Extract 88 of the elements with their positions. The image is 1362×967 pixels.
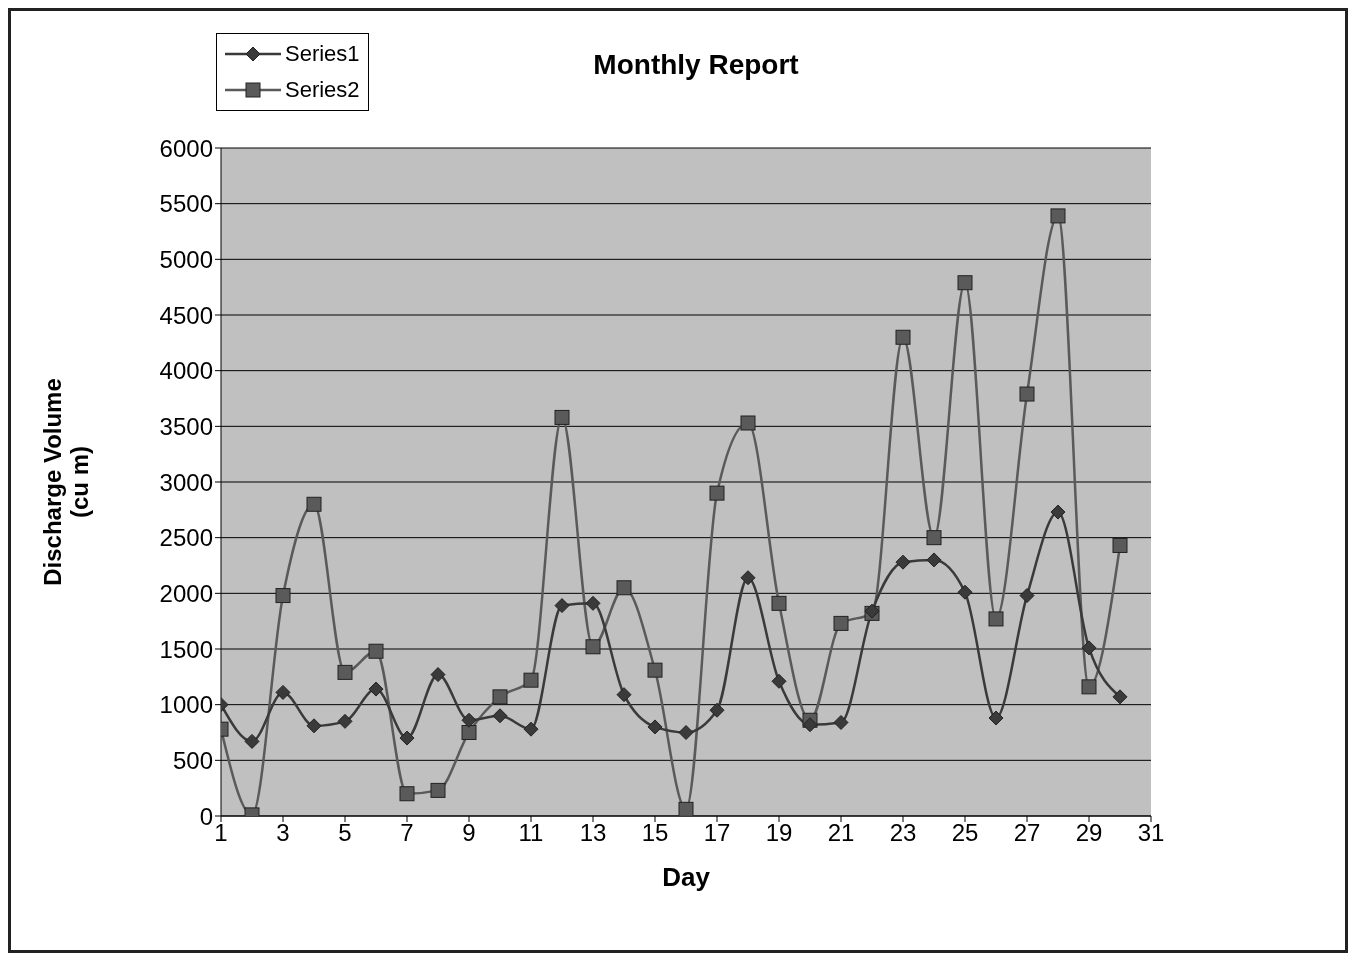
point [740, 570, 756, 586]
y-tick-label: 4000 [159, 357, 213, 385]
point [709, 485, 725, 501]
point [1019, 588, 1035, 604]
x-tick-label: 21 [827, 819, 855, 847]
x-tick-label: 27 [1013, 819, 1041, 847]
chart-title: Monthly Report [593, 49, 799, 80]
point [244, 733, 260, 749]
point [275, 588, 291, 604]
y-tick-label: 3000 [159, 468, 213, 496]
point [461, 712, 477, 728]
y-tick-label: 5000 [159, 245, 213, 273]
point [926, 552, 942, 568]
y-tick-label: 5500 [159, 190, 213, 218]
y-tick-label: 0 [199, 802, 213, 830]
x-tick-label: 19 [765, 819, 793, 847]
point [523, 721, 539, 737]
x-tick-label: 9 [462, 819, 476, 847]
point [926, 530, 942, 546]
point [1050, 208, 1066, 224]
point [585, 595, 601, 611]
point [647, 662, 663, 678]
point [1112, 537, 1128, 553]
point [399, 786, 415, 802]
point [1081, 679, 1097, 695]
point [430, 667, 446, 683]
x-tick-label: 29 [1075, 819, 1103, 847]
point [492, 689, 508, 705]
point [957, 275, 973, 291]
y-axis-title: Discharge Volume (cu m) [39, 378, 93, 586]
y-tick-label: 1500 [159, 635, 213, 663]
x-tick-label: 25 [951, 819, 979, 847]
point [647, 719, 663, 735]
point [368, 681, 384, 697]
point [492, 708, 508, 724]
point [337, 664, 353, 680]
x-tick-label: 3 [276, 819, 290, 847]
point [554, 409, 570, 425]
point [1112, 689, 1128, 705]
point [833, 615, 849, 631]
point [368, 643, 384, 659]
y-tick-label: 6000 [159, 134, 213, 162]
point [306, 496, 322, 512]
x-tick-label: 1 [214, 819, 228, 847]
point [430, 782, 446, 798]
point [988, 611, 1004, 627]
point [306, 718, 322, 734]
x-tick-label: 7 [400, 819, 414, 847]
point [802, 717, 818, 733]
point [616, 687, 632, 703]
point [1081, 640, 1097, 656]
legend-label: Series1 [285, 41, 360, 67]
point [616, 580, 632, 596]
point [399, 730, 415, 746]
x-axis-title: Day [662, 862, 711, 892]
point [554, 598, 570, 614]
point [895, 329, 911, 345]
x-tick-label: 13 [579, 819, 607, 847]
point [895, 554, 911, 570]
y-tick-label: 2000 [159, 579, 213, 607]
point [585, 639, 601, 655]
point [771, 595, 787, 611]
point [833, 714, 849, 730]
point [1050, 504, 1066, 520]
y-tick-label: 1000 [159, 691, 213, 719]
y-tick-label: 4500 [159, 301, 213, 329]
x-tick-label: 17 [703, 819, 731, 847]
x-tick-label: 23 [889, 819, 917, 847]
point [337, 713, 353, 729]
y-tick-label: 2500 [159, 524, 213, 552]
x-tick-label: 11 [518, 819, 544, 847]
point [988, 710, 1004, 726]
y-tick-label: 500 [172, 746, 213, 774]
point [678, 725, 694, 740]
x-tick-label: 5 [338, 819, 352, 847]
y-tick-label: 3500 [159, 412, 213, 440]
legend-label: Series2 [285, 77, 360, 103]
x-tick-label: 15 [641, 819, 669, 847]
point [461, 725, 477, 740]
point [678, 801, 694, 816]
point [957, 584, 973, 600]
x-tick-label: 31 [1137, 819, 1165, 847]
point [275, 684, 291, 700]
point [771, 673, 787, 689]
point [709, 702, 725, 718]
point [523, 672, 539, 688]
point [740, 415, 756, 431]
point [1019, 386, 1035, 402]
